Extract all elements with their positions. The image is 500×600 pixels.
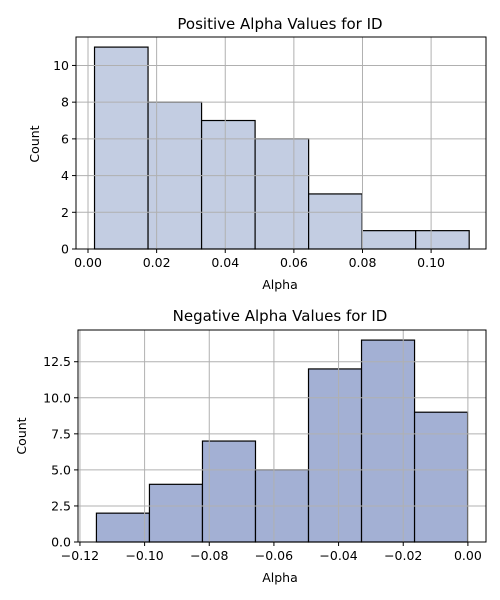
y-tick-label: 12.5 <box>43 354 71 369</box>
x-tick-label: 0.00 <box>454 548 482 563</box>
y-tick-label: 7.5 <box>51 426 71 441</box>
plot-frame <box>77 329 487 543</box>
histogram-bar <box>415 230 470 250</box>
chart-negative-alpha: Negative Alpha Values for ID Alpha Count… <box>14 307 487 585</box>
histogram-bar <box>201 440 257 543</box>
y-tick-label: 10.0 <box>43 390 71 405</box>
y-tick-label: 8 <box>61 95 69 110</box>
plot-frame <box>75 36 487 250</box>
y-tick-label: 2.5 <box>51 498 71 513</box>
chart-positive-alpha: Positive Alpha Values for ID Alpha Count… <box>27 15 487 292</box>
y-tick-label: 0.0 <box>51 535 71 550</box>
x-tick-label: 0.08 <box>349 255 377 270</box>
x-tick-label: −0.10 <box>125 548 163 563</box>
x-tick-label: 0.00 <box>74 255 102 270</box>
x-tick-label: −0.02 <box>384 548 422 563</box>
y-tick-label: 10 <box>53 58 69 73</box>
y-tick-label: 2 <box>61 205 69 220</box>
y-tick-label: 5.0 <box>51 462 71 477</box>
histogram-bar <box>93 46 149 250</box>
x-tick-label: 0.06 <box>280 255 308 270</box>
histogram-bar <box>413 411 469 543</box>
chart-title: Positive Alpha Values for ID <box>177 15 382 33</box>
y-axis-label: Count <box>14 417 29 454</box>
x-tick-label: −0.12 <box>61 548 99 563</box>
x-tick-label: −0.08 <box>190 548 228 563</box>
histogram-bar <box>308 193 363 250</box>
histogram-bar <box>254 138 310 250</box>
x-tick-label: 0.02 <box>143 255 171 270</box>
histogram-bar <box>200 119 256 250</box>
y-tick-label: 6 <box>61 131 69 146</box>
x-tick-label: −0.06 <box>255 548 293 563</box>
x-tick-label: −0.04 <box>319 548 357 563</box>
histogram-bar <box>360 339 416 543</box>
x-tick-label: 0.04 <box>211 255 239 270</box>
histogram-bar <box>95 512 151 543</box>
y-tick-label: 0 <box>61 242 69 257</box>
histogram-bar <box>148 483 204 543</box>
y-axis-label: Count <box>27 125 42 162</box>
x-axis-label: Alpha <box>262 570 298 585</box>
y-tick-label: 4 <box>61 168 69 183</box>
histogram-bar <box>361 230 417 250</box>
x-tick-label: 0.10 <box>417 255 445 270</box>
x-axis-label: Alpha <box>262 277 298 292</box>
histogram-bar <box>307 368 363 543</box>
chart-title: Negative Alpha Values for ID <box>173 307 388 325</box>
